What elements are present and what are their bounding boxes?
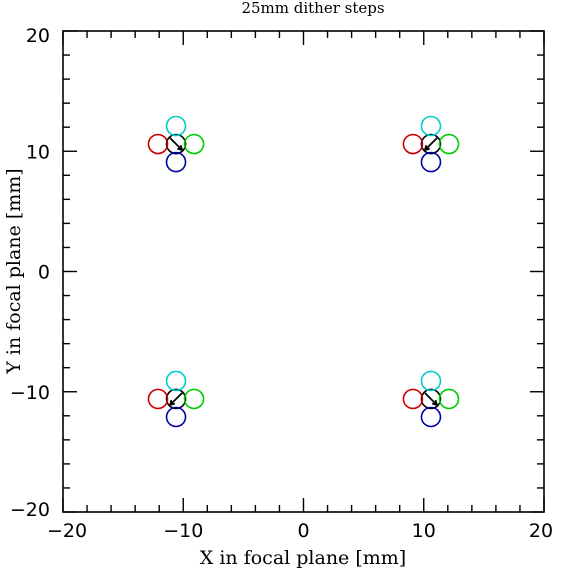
dither-arrow (424, 137, 438, 151)
x-tick-label: 10 (412, 520, 436, 542)
dither-point (147, 133, 169, 155)
dither-point (165, 151, 187, 173)
dither-point (402, 388, 424, 410)
x-axis-label: X in focal plane [mm] (200, 547, 406, 569)
x-tick-label: −20 (47, 520, 87, 542)
x-tick-label: 0 (297, 520, 309, 542)
data-markers (147, 115, 460, 428)
dither-point (165, 406, 187, 428)
dither-point (183, 388, 205, 410)
dither-arrow-head (176, 147, 183, 151)
y-tick-labels: −20 −10 0 10 20 (10, 25, 50, 521)
y-axis-label: Y in focal plane [mm] (3, 168, 25, 374)
x-tick-labels: −20 −10 0 10 20 (47, 520, 553, 542)
x-tick-label: −10 (163, 520, 203, 542)
dither-arrow (169, 392, 183, 406)
dither-point (402, 133, 424, 155)
y-tick-label: −10 (10, 382, 50, 404)
dither-point (165, 370, 187, 392)
dither-arrow-head (424, 144, 428, 151)
dither-point (420, 115, 442, 137)
dither-point (438, 388, 460, 410)
y-tick-label: 0 (38, 262, 50, 284)
dither-point (420, 151, 442, 173)
axis-ticks (62, 30, 545, 513)
dither-point (420, 133, 442, 155)
x-tick-label: 20 (529, 520, 553, 542)
dither-point (165, 133, 187, 155)
y-tick-label: −20 (10, 499, 50, 521)
y-tick-label: 10 (26, 141, 50, 163)
dither-arrow-head (169, 399, 173, 406)
dither-arrow (424, 392, 438, 406)
dither-arrows (169, 137, 438, 406)
chart-title: 25mm dither steps (241, 0, 384, 17)
dither-point (165, 388, 187, 410)
dither-point (165, 115, 187, 137)
y-tick-label: 20 (26, 25, 50, 47)
dither-point (420, 406, 442, 428)
plot-frame (62, 30, 545, 513)
dither-point (438, 133, 460, 155)
dither-arrow (169, 137, 183, 151)
dither-point (420, 370, 442, 392)
dither-point (420, 388, 442, 410)
dither-point (183, 133, 205, 155)
dither-point (147, 388, 169, 410)
dither-arrow-head (431, 402, 438, 406)
